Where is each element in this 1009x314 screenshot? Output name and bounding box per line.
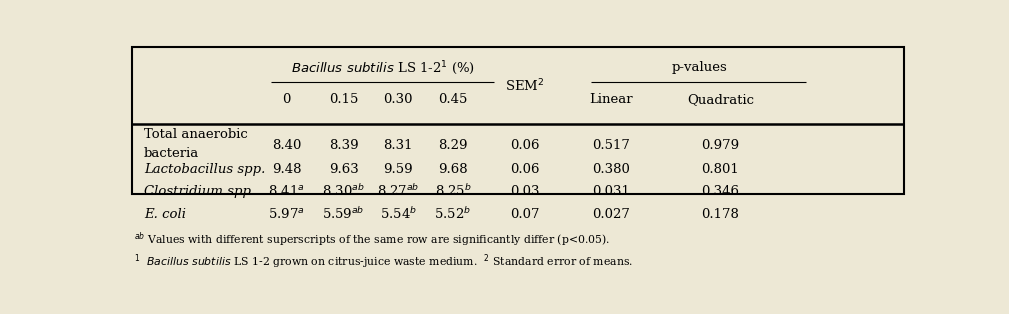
Text: 0.06: 0.06 (511, 163, 540, 176)
Text: $\it{Bacillus\ subtilis}$ LS 1-2$^1$ (%): $\it{Bacillus\ subtilis}$ LS 1-2$^1$ (%) (291, 59, 474, 77)
Text: 8.39: 8.39 (329, 139, 358, 152)
Text: 8.40: 8.40 (271, 139, 301, 152)
Text: 8.25$^{b}$: 8.25$^{b}$ (435, 183, 471, 199)
Text: 0.178: 0.178 (701, 208, 740, 221)
Text: 9.59: 9.59 (383, 163, 413, 176)
Text: Clostridium spp.: Clostridium spp. (144, 185, 255, 198)
Text: E. coli: E. coli (144, 208, 186, 221)
Text: 0.30: 0.30 (383, 93, 413, 106)
Text: $^{ab}$ Values with different superscripts of the same row are significantly dif: $^{ab}$ Values with different superscrip… (134, 230, 609, 249)
Text: 8.41$^{a}$: 8.41$^{a}$ (268, 184, 305, 198)
Text: 0.15: 0.15 (329, 93, 358, 106)
Text: 8.27$^{ab}$: 8.27$^{ab}$ (377, 183, 420, 199)
Text: 0.06: 0.06 (511, 139, 540, 152)
Text: 9.63: 9.63 (329, 163, 358, 176)
Text: 0: 0 (283, 93, 291, 106)
Text: 5.54$^{b}$: 5.54$^{b}$ (379, 206, 417, 222)
Text: $^1$  $\it{Bacillus\ subtilis}$ LS 1-2 grown on citrus-juice waste medium.  $^2$: $^1$ $\it{Bacillus\ subtilis}$ LS 1-2 gr… (134, 252, 633, 271)
Text: 0.979: 0.979 (701, 139, 740, 152)
Text: 8.29: 8.29 (438, 139, 468, 152)
Text: 0.801: 0.801 (701, 163, 740, 176)
Text: 0.380: 0.380 (592, 163, 630, 176)
Bar (132, 47, 904, 194)
Text: 9.48: 9.48 (271, 163, 301, 176)
Text: Lactobacillus spp.: Lactobacillus spp. (144, 163, 265, 176)
Text: Quadratic: Quadratic (687, 93, 754, 106)
Text: 0.346: 0.346 (701, 185, 740, 198)
Text: 0.03: 0.03 (511, 185, 540, 198)
Text: 0.027: 0.027 (592, 208, 630, 221)
Text: Total anaerobic: Total anaerobic (144, 128, 248, 141)
Text: 5.97$^{a}$: 5.97$^{a}$ (268, 207, 305, 221)
Text: 5.59$^{ab}$: 5.59$^{ab}$ (323, 206, 364, 222)
Text: p-values: p-values (671, 62, 727, 74)
Text: 9.68: 9.68 (438, 163, 468, 176)
Text: Linear: Linear (589, 93, 633, 106)
Text: bacteria: bacteria (144, 147, 200, 160)
Text: 5.52$^{b}$: 5.52$^{b}$ (435, 206, 471, 222)
Text: 8.30$^{ab}$: 8.30$^{ab}$ (322, 183, 365, 199)
Text: 0.45: 0.45 (438, 93, 468, 106)
Text: 0.031: 0.031 (592, 185, 630, 198)
Text: 0.517: 0.517 (592, 139, 630, 152)
Text: SEM$^2$: SEM$^2$ (506, 78, 545, 94)
Text: 8.31: 8.31 (383, 139, 413, 152)
Text: 0.07: 0.07 (511, 208, 540, 221)
